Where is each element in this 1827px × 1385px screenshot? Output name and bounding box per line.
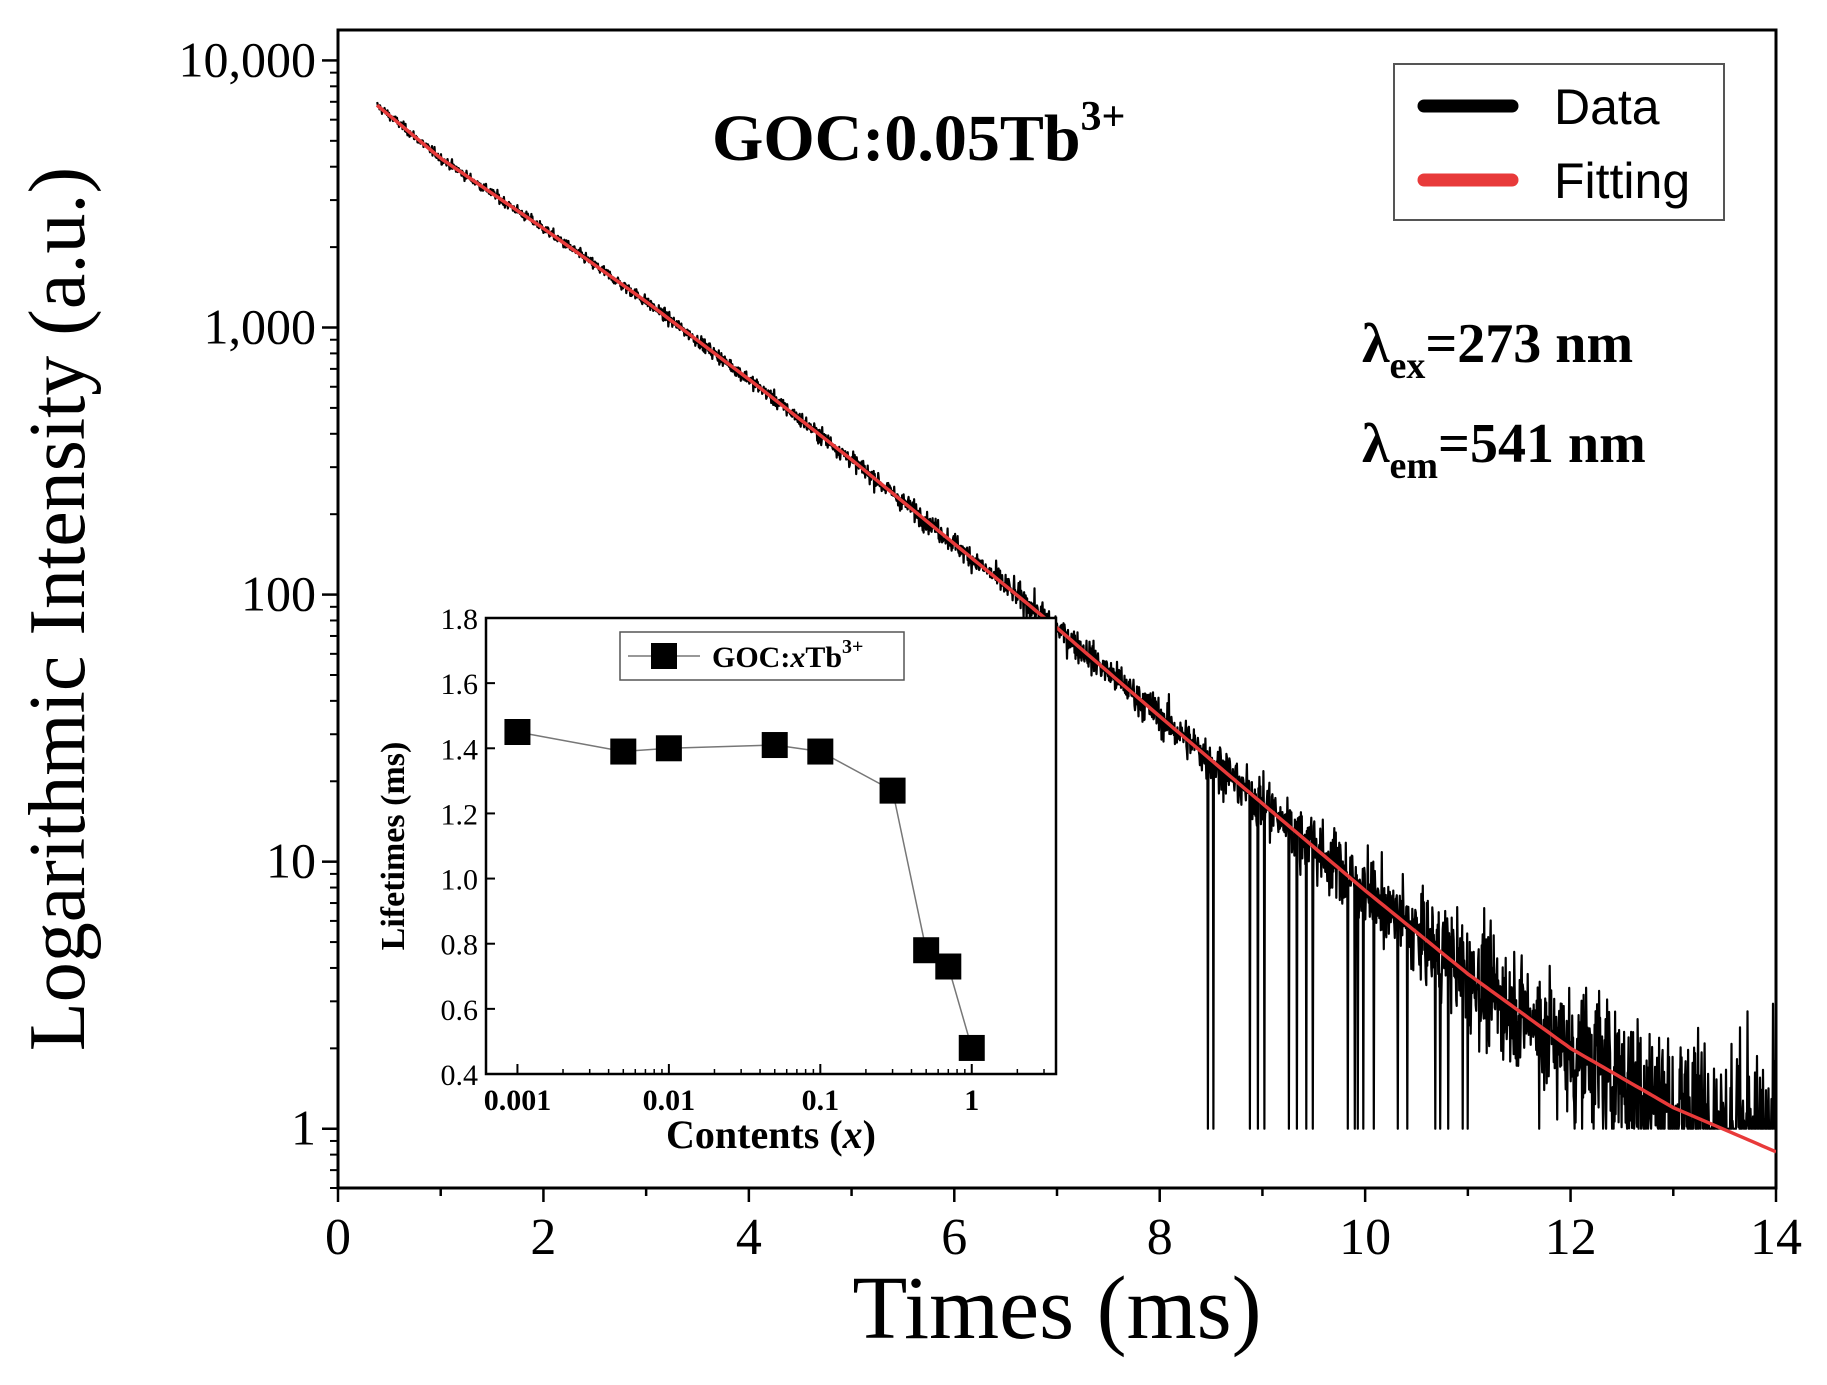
inset-legend-post: Tb: [805, 641, 842, 674]
x-tick-label: 8: [1147, 1209, 1173, 1266]
inset-data-point: [913, 937, 940, 964]
excitation-subscript: ex: [1390, 345, 1426, 387]
inset-data-point: [807, 738, 834, 765]
x-tick-label: 14: [1750, 1209, 1802, 1266]
y-tick-label: 10,000: [179, 31, 317, 87]
emission-value: =541 nm: [1438, 413, 1646, 475]
inset-y-tick-label: 0.6: [441, 994, 479, 1027]
emission-subscript: em: [1390, 445, 1439, 487]
inset-legend-pre: GOC:: [712, 641, 790, 674]
inset-data-point: [655, 735, 682, 762]
inset-legend-label: GOC:xTb3+: [712, 636, 863, 674]
excitation-label: λex=273 nm: [1362, 313, 1633, 387]
inset-x-tick-label: 1: [964, 1084, 979, 1117]
x-tick-label: 2: [530, 1209, 556, 1266]
inset-x-tick-label: 0.001: [484, 1084, 552, 1117]
x-tick-label: 10: [1339, 1209, 1391, 1266]
y-axis-label: Logarithmic Intensity (a.u.): [14, 167, 102, 1051]
inset-y-tick-label: 1.2: [441, 798, 479, 831]
x-tick-label: 0: [325, 1209, 351, 1266]
legend-box: [1393, 63, 1725, 221]
sample-label-main: GOC:0.05Tb: [712, 102, 1081, 175]
sample-label: GOC:0.05Tb3+: [712, 94, 1125, 175]
x-tick-label: 12: [1545, 1209, 1597, 1266]
inset-y-tick-label: 1.4: [441, 733, 479, 766]
inset-x-axis-label: Contents (x): [666, 1112, 876, 1157]
inset-x-label-main: Contents (: [666, 1112, 843, 1157]
excitation-symbol: λ: [1362, 313, 1390, 375]
main-series-group: [375, 101, 1776, 1154]
inset-data-point: [761, 732, 788, 759]
y-tick-label: 100: [241, 566, 316, 622]
x-tick-label: 4: [736, 1209, 762, 1266]
inset-plot: 0.4 0.6 0.8 1.0 1.2 1.4 1.6 1.8 0.001 0.01 0.1 1 Con…: [375, 603, 1058, 1157]
main-plot: 0 2 4 6 8 10 12 14 1 10 100 1,000 10,000 Times (ms) Lo…: [14, 28, 1802, 1358]
x-axis-label: Times (ms): [852, 1259, 1261, 1358]
emission-symbol: λ: [1362, 413, 1390, 475]
inset-data-point: [610, 738, 637, 765]
inset-y-tick-label: 1.6: [441, 668, 479, 701]
inset-x-label-end: ): [863, 1112, 876, 1157]
legend-label: Data: [1554, 79, 1660, 135]
inset-data-point: [958, 1034, 985, 1061]
sample-label-sup: 3+: [1081, 94, 1126, 140]
inset-y-tick-label: 1.0: [441, 864, 479, 897]
inset-data-point: [879, 777, 906, 804]
inset-x-tick-label: 0.1: [802, 1084, 840, 1117]
inset-frame: [484, 616, 1058, 1076]
inset-legend-sup: 3+: [842, 636, 863, 658]
inset-data-point: [935, 953, 962, 980]
inset-legend: GOC:xTb3+: [619, 631, 905, 681]
inset-y-tick-label: 0.4: [441, 1059, 479, 1092]
inset-data-point: [504, 719, 531, 745]
inset-y-tick-label: 1.8: [441, 603, 479, 636]
inset-y-axis-label: Lifetimes (ms): [375, 742, 412, 951]
excitation-value: =273 nm: [1425, 313, 1633, 375]
legend-label: Fitting: [1554, 153, 1690, 209]
x-tick-label: 6: [941, 1209, 967, 1266]
y-tick-label: 1,000: [204, 299, 317, 355]
y-tick-label: 10: [266, 833, 316, 889]
emission-label: λem=541 nm: [1362, 413, 1646, 487]
inset-legend-marker: [651, 643, 677, 669]
y-tick-label: 1: [291, 1100, 316, 1156]
inset-x-tick-label: 0.01: [643, 1084, 696, 1117]
inset-y-tick-label: 0.8: [441, 929, 479, 962]
inset-x-label-var: x: [842, 1112, 863, 1157]
inset-legend-var: x: [789, 641, 805, 674]
fitting-series-line: [375, 103, 1776, 1154]
legend: Data Fitting: [1393, 63, 1725, 221]
